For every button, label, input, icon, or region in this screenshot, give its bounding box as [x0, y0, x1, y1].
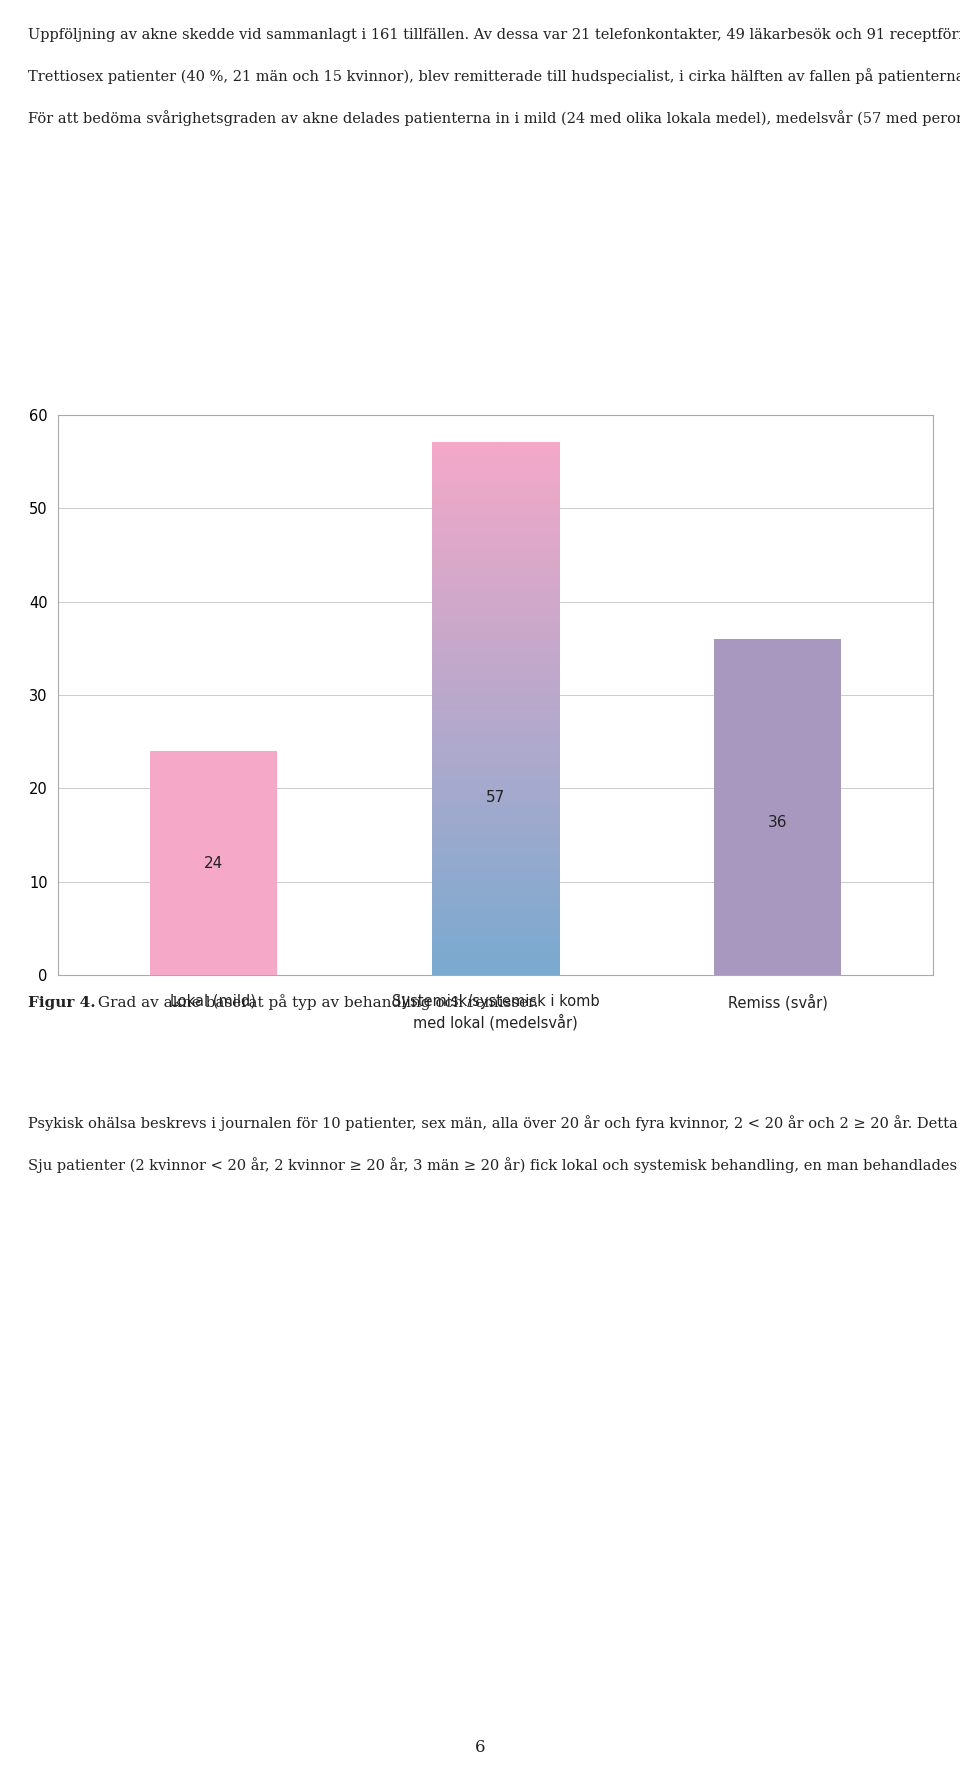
Text: 57: 57	[486, 790, 505, 806]
Text: Uppföljning av akne skedde vid sammanlagt i 161 tillfällen. Av dessa var 21 tele: Uppföljning av akne skedde vid sammanlag…	[28, 28, 960, 125]
Text: Psykisk ohälsa beskrevs i journalen för 10 patienter, sex män, alla över 20 år o: Psykisk ohälsa beskrevs i journalen för …	[28, 1115, 960, 1173]
Bar	[150, 751, 276, 975]
Bar	[714, 640, 841, 975]
Text: Grad av akne baserat på typ av behandling och remisser.: Grad av akne baserat på typ av behandlin…	[93, 995, 539, 1011]
Text: 24: 24	[204, 855, 223, 871]
Text: Figur 4.: Figur 4.	[28, 995, 96, 1009]
Text: 6: 6	[475, 1739, 485, 1756]
Text: 36: 36	[768, 815, 787, 830]
